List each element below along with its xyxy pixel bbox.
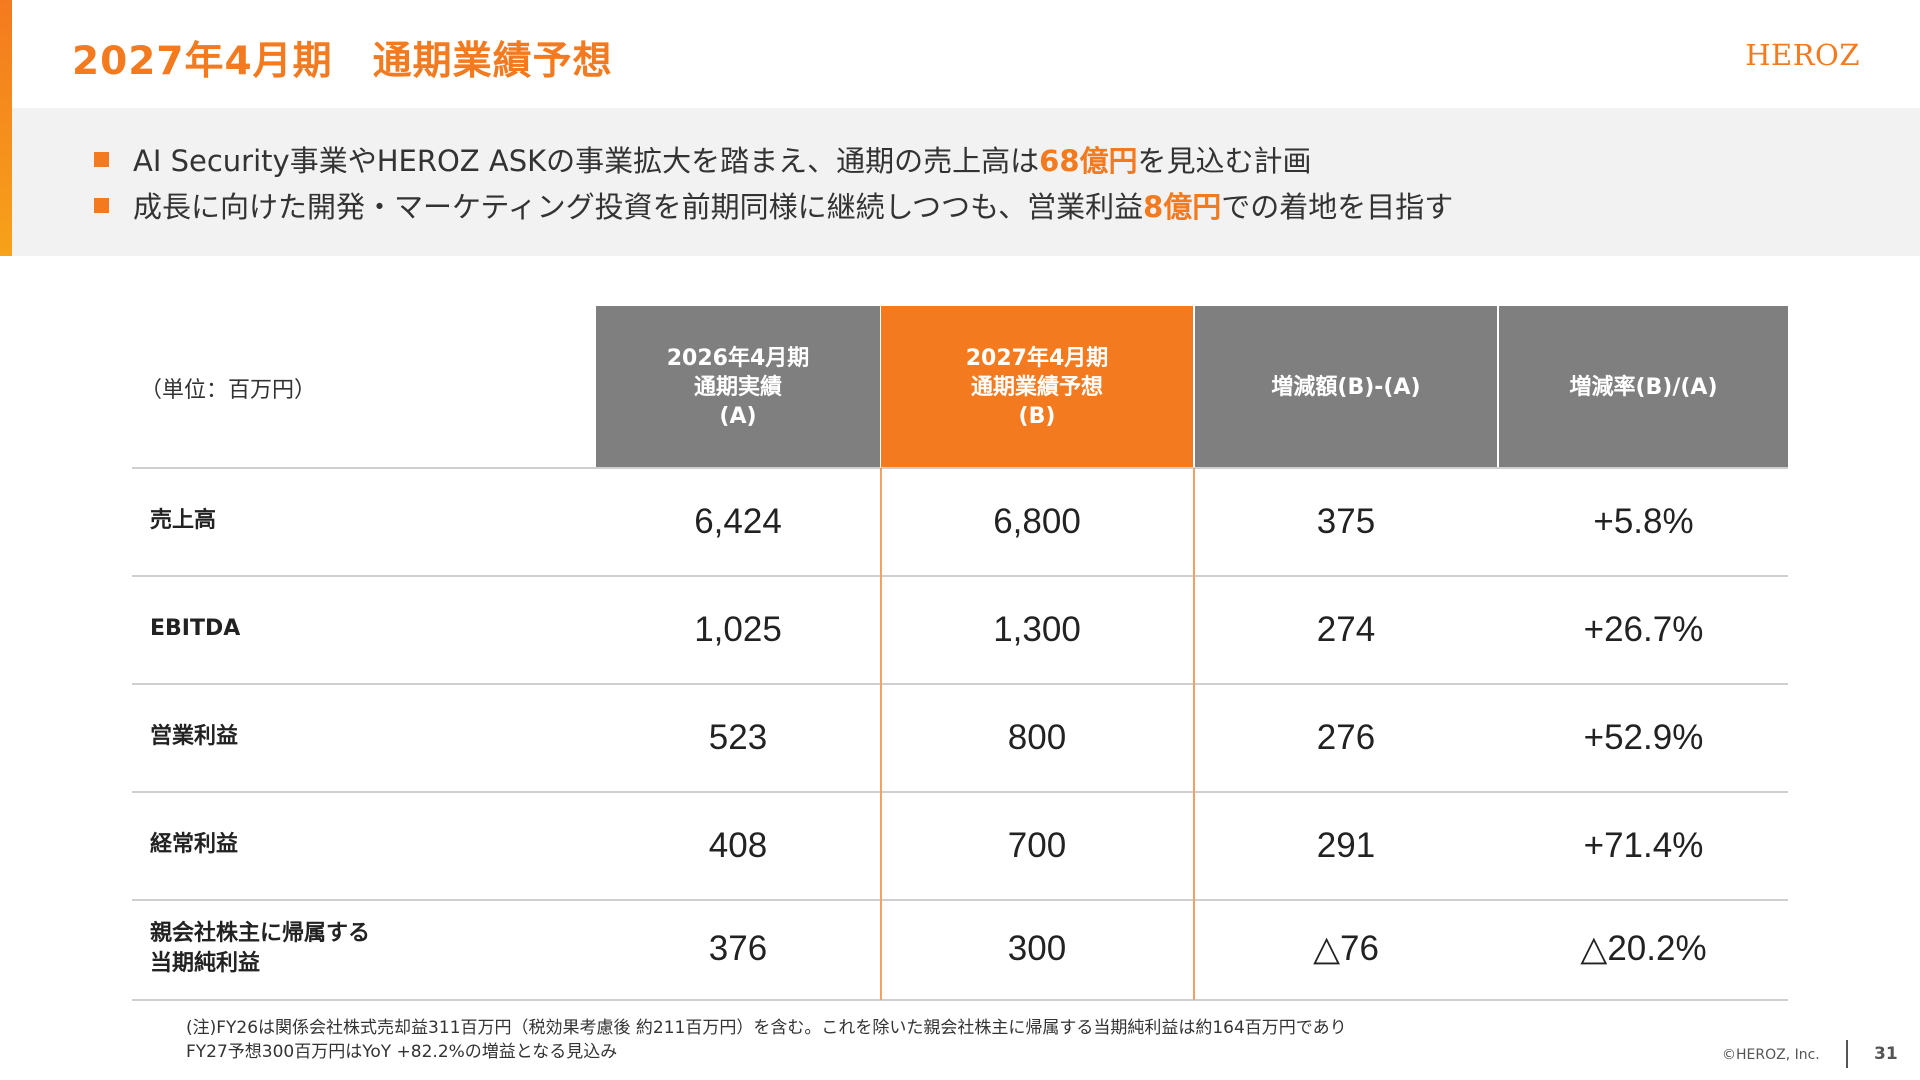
header-line: 通期業績予想 (970, 374, 1103, 400)
page-title: 2027年4月期 通期業績予想 (72, 39, 613, 84)
bullet-2-highlight: 8億円 (1143, 190, 1222, 224)
row-label-revenue: 売上高 (150, 508, 217, 533)
table-divider (132, 575, 1788, 577)
table-cell: +71.4% (1583, 826, 1704, 865)
square-bullet-icon (94, 152, 109, 167)
table-cell: +52.9% (1583, 718, 1704, 757)
summary-box (12, 108, 1920, 256)
table-divider (132, 999, 1788, 1001)
header-change-rate: 増減率(B)/(A) (1499, 306, 1788, 468)
table-cell: 6,424 (694, 502, 782, 541)
header-line: 通期実績 (693, 374, 782, 400)
header-line: (A) (719, 403, 757, 429)
forecast-column-border-right (1193, 468, 1195, 1000)
table-divider (132, 899, 1788, 901)
footnote-line-1: (注)FY26は関係会社株式売却益311百万円（税効果考慮後 約211百万円）を… (186, 1018, 1347, 1038)
row-label-net-income: 親会社株主に帰属する 当期純利益 (150, 919, 370, 979)
bullet-1-tail: を見込む計画 (1137, 144, 1312, 178)
table-cell: △20.2% (1580, 929, 1707, 968)
table-cell: 291 (1316, 826, 1376, 865)
summary-bullet-1: AI Security事業やHEROZ ASKの事業拡大を踏まえ、通期の売上高は… (94, 138, 1312, 180)
table-cell: △76 (1313, 929, 1379, 968)
table-cell: 523 (708, 718, 768, 757)
accent-side-bar (0, 0, 12, 256)
table-cell: 1,025 (694, 610, 782, 649)
bullet-1-text: AI Security事業やHEROZ ASKの事業拡大を踏まえ、通期の売上高は (133, 144, 1040, 178)
row-label-ordinary-profit: 経常利益 (150, 832, 239, 857)
forecast-column-border-left (880, 468, 882, 1000)
copyright: ©HEROZ, Inc. (1722, 1047, 1820, 1063)
table-cell: 408 (708, 826, 768, 865)
bullet-1-highlight: 68億円 (1039, 144, 1138, 178)
page-number: 31 (1874, 1044, 1898, 1064)
table-cell: 700 (1007, 826, 1067, 865)
table-cell: 375 (1316, 502, 1376, 541)
table-divider (132, 791, 1788, 793)
header-line: 2027年4月期 (965, 345, 1109, 371)
row-label-ebitda: EBITDA (150, 616, 241, 641)
table-cell: 6,800 (993, 502, 1081, 541)
header-line: (B) (1018, 403, 1056, 429)
row-label-operating-profit: 営業利益 (150, 724, 239, 749)
table-cell: 1,300 (993, 610, 1081, 649)
summary-bullet-2: 成長に向けた開発・マーケティング投資を前期同様に継続しつつも、営業利益8億円での… (94, 184, 1453, 226)
header-line: 2026年4月期 (666, 345, 810, 371)
table-cell: 276 (1316, 718, 1376, 757)
header-change-amount: 増減額(B)-(A) (1195, 306, 1497, 468)
unit-label: （単位：百万円） (140, 378, 317, 403)
table-divider (132, 467, 1788, 469)
footnote: (注)FY26は関係会社株式売却益311百万円（税効果考慮後 約211百万円）を… (186, 1016, 1347, 1064)
footnote-line-2: FY27予想300百万円はYoY +82.2%の増益となる見込み (186, 1042, 618, 1062)
row-label-line: 当期純利益 (150, 951, 261, 976)
page-number-divider (1846, 1040, 1848, 1068)
table-cell: 376 (708, 929, 768, 968)
square-bullet-icon (94, 198, 109, 213)
table-divider (132, 683, 1788, 685)
heroz-logo: HEROZ (1745, 38, 1860, 72)
header-fy27-forecast: 2027年4月期 通期業績予想 (B) (881, 306, 1193, 468)
header-line: 増減額(B)-(A) (1271, 374, 1421, 400)
header-fy26-actual: 2026年4月期 通期実績 (A) (596, 306, 880, 468)
bullet-2-tail: での着地を目指す (1221, 190, 1454, 224)
table-cell: 300 (1007, 929, 1067, 968)
bullet-2-text: 成長に向けた開発・マーケティング投資を前期同様に継続しつつも、営業利益 (133, 190, 1144, 224)
table-cell: 800 (1007, 718, 1067, 757)
row-label-line: 親会社株主に帰属する (150, 921, 371, 946)
header-line: 増減率(B)/(A) (1569, 374, 1718, 400)
table-cell: +5.8% (1593, 502, 1694, 541)
table-cell: +26.7% (1583, 610, 1704, 649)
table-cell: 274 (1316, 610, 1376, 649)
